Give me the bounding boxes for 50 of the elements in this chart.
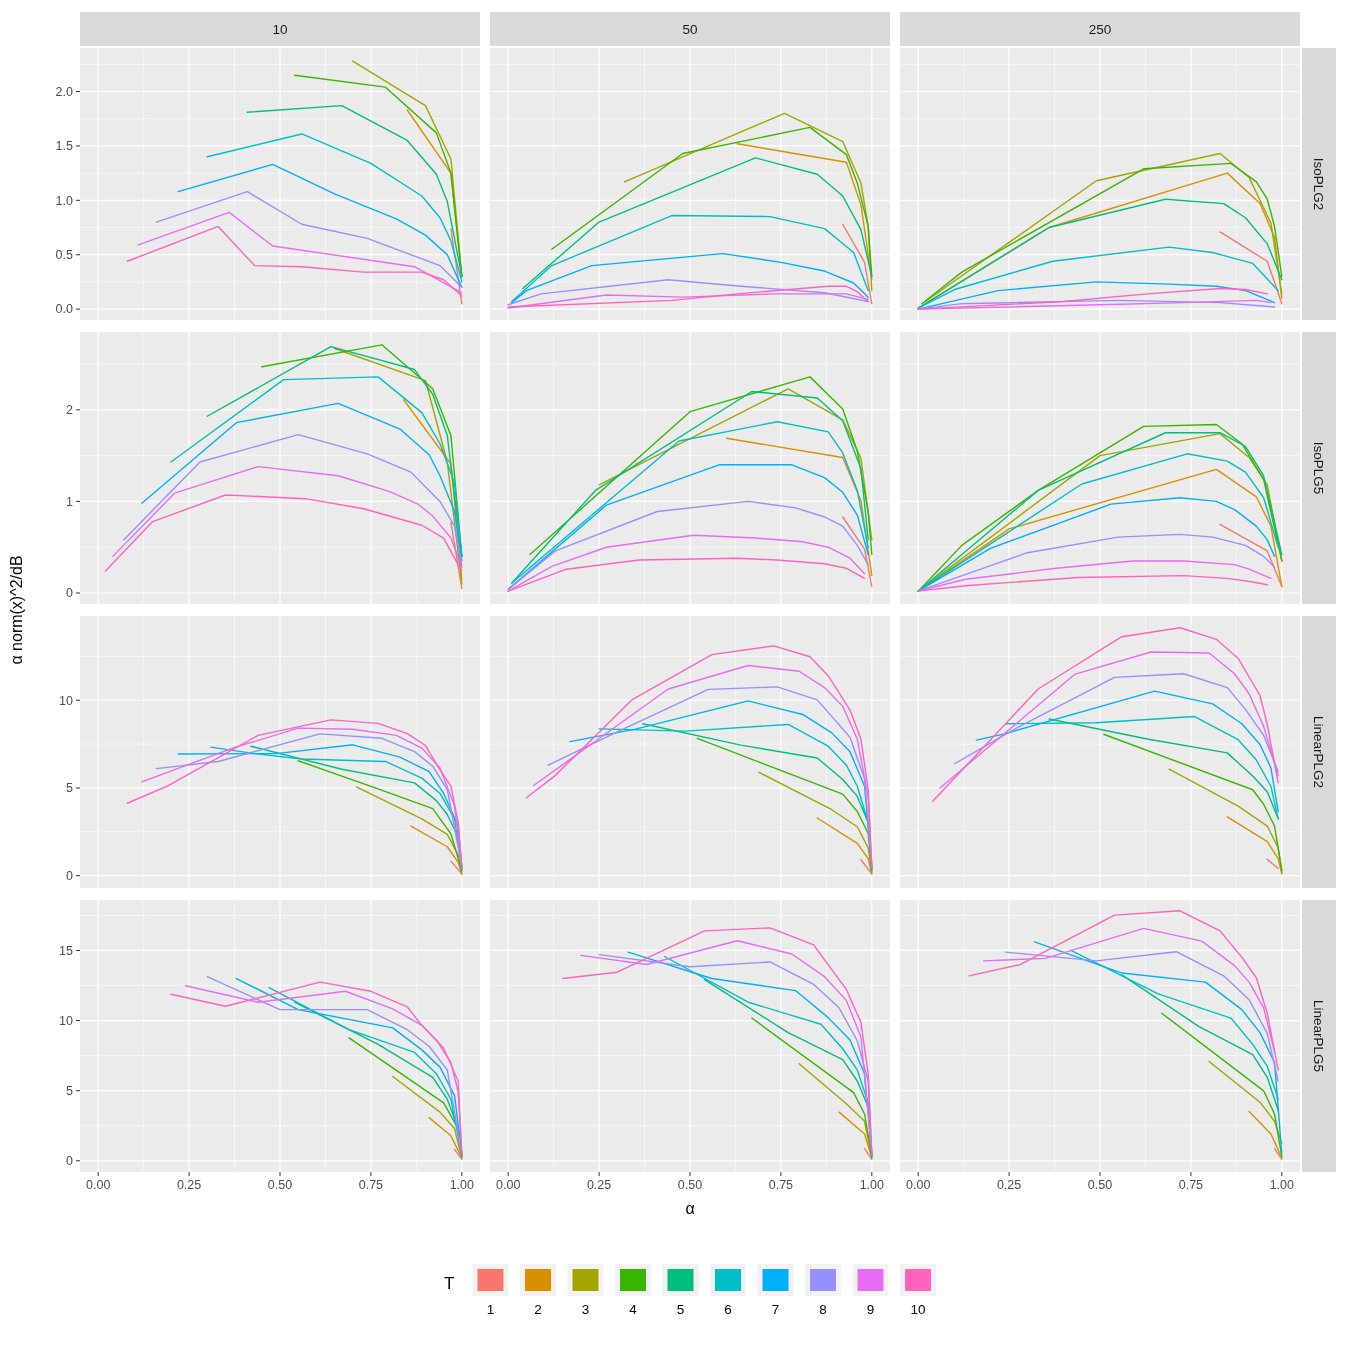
- y-tick-label: 0: [66, 869, 74, 884]
- legend-label: 7: [771, 1302, 780, 1317]
- legend-label: 3: [581, 1302, 590, 1317]
- x-tick-label: 1.00: [449, 1178, 475, 1192]
- y-tick-label: 2.0: [55, 84, 74, 99]
- y2-axis-title: IsoPLG2: [1311, 157, 1327, 211]
- x-tick-label: 0.00: [906, 1178, 931, 1192]
- y2-axis-title: IsoPLG5: [1311, 441, 1327, 495]
- y-tick-label: 10: [59, 693, 74, 708]
- y-tick-label: 0: [66, 586, 74, 601]
- x-axis-title: α: [685, 1200, 695, 1217]
- y-tick-label: 2: [66, 403, 74, 418]
- y-tick-label: 0: [66, 1154, 74, 1169]
- legend-label: 2: [534, 1302, 542, 1317]
- legend-label: 6: [724, 1302, 732, 1317]
- legend-label: 9: [866, 1302, 875, 1317]
- y2-axis-title: LinearPLG5: [1311, 999, 1327, 1073]
- x-tick-label: 0.75: [768, 1178, 794, 1192]
- legend-title: T: [444, 1274, 455, 1293]
- x-tick-label: 0.75: [1178, 1178, 1204, 1192]
- x-tick-label: 0.75: [358, 1178, 384, 1192]
- chart-title: 50: [682, 21, 698, 37]
- y-tick-label: 1.5: [55, 139, 74, 154]
- y-axis-title: α norm(x)^2/dB: [8, 555, 25, 665]
- legend-label: 10: [910, 1302, 926, 1317]
- legend-label: 5: [676, 1302, 685, 1317]
- y-tick-label: 1: [66, 494, 74, 509]
- x-tick-label: 0.25: [996, 1178, 1022, 1192]
- legend-label: 1: [486, 1302, 495, 1317]
- x-tick-label: 0.50: [677, 1178, 703, 1192]
- x-tick-label: 0.00: [496, 1178, 521, 1192]
- x-tick-label: 0.00: [86, 1178, 111, 1192]
- y2-axis-title: LinearPLG2: [1311, 715, 1327, 789]
- y-tick-label: 5: [66, 781, 74, 796]
- x-tick-label: 1.00: [859, 1178, 885, 1192]
- chart-title: 10: [272, 21, 288, 37]
- y-tick-label: 0.5: [55, 248, 74, 263]
- x-tick-label: 0.50: [1087, 1178, 1113, 1192]
- x-tick-label: 0.50: [267, 1178, 293, 1192]
- chart-title: 250: [1088, 21, 1112, 37]
- x-tick-label: 1.00: [1269, 1178, 1295, 1192]
- y-tick-label: 0.0: [55, 302, 74, 317]
- y-tick-label: 1.0: [55, 193, 74, 208]
- x-tick-label: 0.25: [176, 1178, 202, 1192]
- legend-label: 4: [629, 1302, 638, 1317]
- y-tick-label: 5: [66, 1084, 74, 1099]
- y-tick-label: 10: [59, 1013, 74, 1028]
- y-tick-label: 15: [59, 943, 74, 958]
- legend-label: 8: [819, 1302, 827, 1317]
- x-tick-label: 0.25: [586, 1178, 612, 1192]
